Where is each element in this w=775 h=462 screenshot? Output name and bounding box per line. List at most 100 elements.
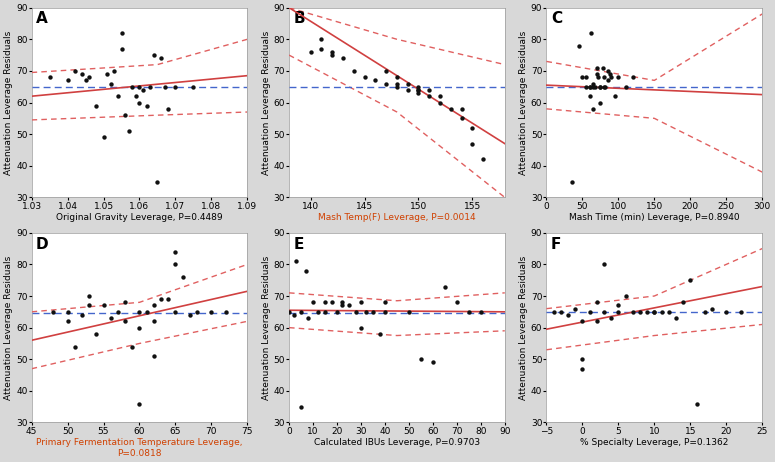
Point xyxy=(735,308,747,316)
Point xyxy=(133,99,146,106)
Point xyxy=(592,73,604,81)
Point xyxy=(477,156,489,163)
Point xyxy=(98,302,110,309)
Point xyxy=(412,86,425,94)
Point xyxy=(43,73,56,81)
Point xyxy=(577,356,589,363)
Point xyxy=(148,317,160,325)
Point xyxy=(140,102,153,109)
Point xyxy=(594,99,607,106)
Point xyxy=(129,92,142,100)
Point xyxy=(577,317,589,325)
Point xyxy=(577,73,589,81)
Point xyxy=(61,317,74,325)
Point xyxy=(584,92,596,100)
Point xyxy=(380,67,392,74)
Point xyxy=(347,67,360,74)
Point xyxy=(434,99,446,106)
Point xyxy=(594,83,607,91)
Point xyxy=(205,308,218,316)
Point xyxy=(698,308,711,316)
Point xyxy=(591,64,603,72)
Point xyxy=(112,308,124,316)
Point xyxy=(456,115,468,122)
Point xyxy=(61,77,74,84)
Point xyxy=(401,86,414,94)
Point xyxy=(162,296,174,303)
Point xyxy=(219,308,232,316)
Point xyxy=(547,308,560,316)
Point xyxy=(391,83,403,91)
Point xyxy=(612,308,625,316)
Point xyxy=(580,73,592,81)
Point xyxy=(47,308,60,316)
Point xyxy=(326,48,339,55)
Y-axis label: Attenuation Leverage Residuals: Attenuation Leverage Residuals xyxy=(262,255,270,400)
Point xyxy=(315,45,328,53)
Point xyxy=(122,128,135,135)
Point xyxy=(369,77,381,84)
Point xyxy=(379,308,391,316)
Point xyxy=(76,311,88,319)
Point xyxy=(619,83,632,91)
Point xyxy=(423,86,436,94)
Point xyxy=(467,140,479,147)
Point xyxy=(133,324,146,331)
Point xyxy=(326,51,339,59)
Point xyxy=(79,77,91,84)
Point xyxy=(119,111,131,119)
Point xyxy=(691,400,704,407)
Point xyxy=(634,308,646,316)
Point xyxy=(83,292,95,300)
Point xyxy=(355,298,367,306)
Point xyxy=(587,105,599,113)
Point xyxy=(599,83,611,91)
Point xyxy=(109,67,121,74)
Point xyxy=(144,83,157,91)
Point xyxy=(706,305,718,312)
Point xyxy=(720,308,732,316)
Point xyxy=(605,73,618,81)
Point xyxy=(105,80,117,87)
Point xyxy=(307,298,319,306)
Point xyxy=(133,83,146,91)
Point xyxy=(326,298,339,306)
Point xyxy=(148,302,160,309)
Point xyxy=(423,92,436,100)
X-axis label: Primary Fermentation Temperature Leverage,
P=0.0818: Primary Fermentation Temperature Leverag… xyxy=(36,438,243,458)
Point xyxy=(119,298,131,306)
Point xyxy=(648,308,660,316)
Point xyxy=(126,343,139,350)
Point xyxy=(612,73,625,81)
Point xyxy=(596,64,608,72)
Point xyxy=(612,302,625,309)
X-axis label: % Specialty Leverage, P=0.1362: % Specialty Leverage, P=0.1362 xyxy=(580,438,728,447)
X-axis label: Original Gravity Leverage, P=0.4489: Original Gravity Leverage, P=0.4489 xyxy=(56,213,222,222)
Point xyxy=(584,308,596,316)
Point xyxy=(585,29,598,36)
Point xyxy=(68,67,81,74)
Point xyxy=(137,86,150,94)
X-axis label: Mash Temp(F) Leverage, P=0.0014: Mash Temp(F) Leverage, P=0.0014 xyxy=(318,213,476,222)
Point xyxy=(90,102,102,109)
Point xyxy=(162,105,174,113)
Point xyxy=(300,267,312,274)
Point xyxy=(598,308,610,316)
Point xyxy=(155,296,167,303)
Point xyxy=(569,305,581,312)
Point xyxy=(445,105,457,113)
Point xyxy=(337,55,350,62)
Point xyxy=(391,73,403,81)
Point xyxy=(331,308,343,316)
Point xyxy=(598,261,610,268)
Point xyxy=(584,83,596,91)
Point xyxy=(133,400,146,407)
Point xyxy=(677,298,689,306)
Point xyxy=(401,80,414,87)
Point xyxy=(155,55,167,62)
Point xyxy=(119,317,131,325)
Text: D: D xyxy=(36,237,49,252)
Point xyxy=(463,308,475,316)
Point xyxy=(450,298,463,306)
Point xyxy=(151,178,164,185)
